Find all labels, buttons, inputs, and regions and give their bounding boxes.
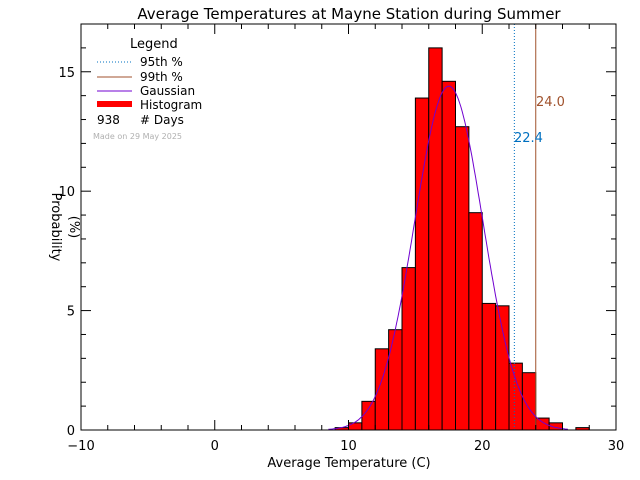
histogram-bar — [401, 267, 416, 431]
x-tick-label: 30 — [608, 439, 625, 454]
legend-count-value: 938 — [97, 113, 120, 127]
legend-p99-label: 99th % — [140, 70, 183, 84]
chart-title: Average Temperatures at Mayne Station du… — [137, 5, 561, 23]
histogram-bar — [388, 329, 403, 431]
p95-value-label: 22.4 — [514, 131, 543, 146]
percentile-lines — [513, 24, 537, 430]
x-tick-label: 10 — [340, 439, 357, 454]
gaussian-curve — [328, 85, 568, 430]
legend-histogram-label: Histogram — [140, 98, 202, 112]
histogram-bar — [508, 362, 523, 431]
legend-gaussian-label: Gaussian — [140, 84, 195, 98]
histogram-bars — [334, 47, 590, 431]
histogram-bar — [374, 348, 390, 431]
histogram-bar — [481, 302, 497, 431]
x-axis-label: Average Temperature (C) — [267, 456, 430, 471]
histogram-bar — [441, 80, 456, 431]
x-tick-label: 0 — [211, 439, 219, 454]
legend-title: Legend — [130, 37, 178, 52]
y-axis-unit: (%) — [66, 216, 81, 239]
y-tick-label: 10 — [58, 185, 75, 200]
y-axis-label: Probability — [48, 193, 63, 262]
histogram-bar — [468, 212, 483, 431]
legend-count-label: # Days — [140, 113, 184, 127]
y-tick-label: 0 — [67, 424, 75, 439]
x-axis-ticks: −10 0 10 20 30 — [67, 24, 624, 454]
histogram-bar — [495, 305, 510, 431]
legend-p95-label: 95th % — [140, 55, 183, 69]
p99-value-label: 24.0 — [536, 95, 565, 110]
histogram-bar — [348, 422, 363, 431]
histogram-bar — [455, 126, 470, 431]
y-axis-ticks: 0 5 10 15 — [58, 47, 616, 439]
y-tick-label: 15 — [58, 66, 75, 81]
legend: Legend 95th % 99th % Gaussian Histogram … — [93, 37, 202, 141]
y-tick-label: 5 — [67, 305, 75, 320]
histogram-bar — [414, 97, 430, 431]
legend-histogram-swatch — [97, 101, 132, 107]
x-tick-label: −10 — [67, 439, 94, 454]
histogram-bar — [361, 400, 376, 431]
made-on-note: Made on 29 May 2025 — [93, 132, 182, 141]
histogram-bar — [428, 47, 443, 431]
x-tick-label: 20 — [474, 439, 491, 454]
histogram-bar — [535, 417, 550, 431]
